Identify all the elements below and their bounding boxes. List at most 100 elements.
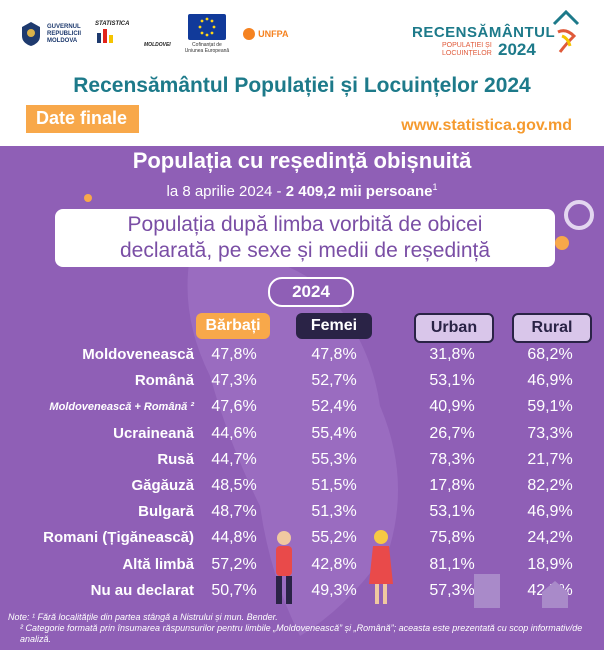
date-prefix: la 8 aprilie 2024 - [166, 183, 286, 200]
men-value: 47,6% [211, 398, 257, 416]
gov-logo: GUVERNUL REPUBLICII MOLDOVA [20, 21, 81, 47]
rural-house-icon [542, 581, 568, 608]
deco-dot-2 [555, 236, 569, 250]
women-value: 55,3% [311, 450, 357, 468]
unfpa-text: UNFPA [258, 29, 289, 39]
row-label: Română [134, 372, 194, 390]
coat-of-arms-icon [22, 22, 40, 46]
urban-value: 75,8% [429, 529, 475, 547]
census-logo: RECENSĂMÂNTUL POPULAȚIEI ȘI LOCUINȚELOR … [412, 10, 582, 64]
men-value: 47,3% [211, 372, 257, 390]
rural-value: 46,9% [527, 372, 573, 390]
census-logo-year: 2024 [498, 40, 536, 59]
rural-value: 46,9% [527, 503, 573, 521]
house-icon [552, 10, 580, 53]
women-value: 52,4% [311, 398, 357, 416]
woman-figure-icon [369, 530, 393, 604]
website-link[interactable]: www.statistica.gov.md [401, 117, 572, 134]
col-header-men: Bărbați [196, 313, 270, 339]
gov-line-1: GUVERNUL [47, 23, 81, 30]
subtitle-line-1: Populația după limba vorbită de obicei [127, 213, 483, 236]
urban-value: 53,1% [429, 503, 475, 521]
statistica-logo: STATISTICA MOLDOVEI [95, 21, 171, 48]
population-value: 2 409,2 mii persoane [285, 183, 433, 200]
row-label: Găgăuză [131, 477, 194, 494]
eu-logo: Cofinanțat de Uniunea Europeană [185, 14, 229, 54]
urban-value: 53,1% [429, 372, 475, 390]
man-figure-icon [276, 531, 292, 604]
col-header-women: Femei [296, 313, 372, 339]
urban-value: 17,8% [429, 477, 475, 494]
eu-flag-icon [187, 14, 226, 40]
unfpa-icon [243, 28, 256, 40]
urban-value: 57,3% [429, 581, 475, 599]
gov-line-3: MOLDOVA [47, 37, 78, 44]
table-row: Română 47,3% 52,7% 53,1% 46,9% [0, 369, 604, 393]
statistica-text: STATISTICA [95, 20, 130, 27]
building-icon [474, 574, 500, 608]
bars-icon [97, 28, 114, 43]
footnote-mark: 1 [432, 182, 438, 192]
men-value: 50,7% [211, 581, 257, 599]
row-label: Romani (Țigănească) [43, 529, 194, 547]
table-row: Rusă 44,7% 55,3% 78,3% 21,7% [0, 448, 604, 472]
women-value: 52,7% [311, 372, 357, 390]
men-value: 47,8% [211, 346, 257, 363]
year-pill: 2024 [268, 277, 354, 307]
men-value: 57,2% [211, 555, 257, 573]
men-value: 44,6% [211, 424, 257, 442]
women-value: 42,8% [311, 555, 357, 573]
footnote-1: Note: ¹ Fără localitățile din partea stâ… [8, 612, 278, 622]
rural-value: 21,7% [527, 450, 573, 468]
unfpa-logo: UNFPA [243, 28, 289, 40]
deco-ring [564, 200, 594, 230]
women-value: 51,5% [311, 477, 357, 494]
eu-caption: Cofinanțat de Uniunea Europeană [184, 42, 230, 54]
table-row: Moldovenească 47,8% 47,8% 31,8% 68,2% [0, 343, 604, 367]
row-label: Nu au declarat [90, 581, 194, 599]
men-value: 48,7% [211, 503, 257, 521]
men-value: 48,5% [211, 477, 257, 494]
census-logo-subtitle: POPULAȚIEI ȘI LOCUINȚELOR [442, 42, 492, 57]
section-heading: Populația cu reședință obișnuită [132, 148, 472, 173]
rural-value: 82,2% [527, 477, 573, 494]
table-row: Ucraineană 44,6% 55,4% 26,7% 73,3% [0, 422, 604, 446]
col-header-rural: Rural [512, 313, 592, 343]
census-logo-title: RECENSĂMÂNTUL [412, 24, 556, 41]
subtitle-box: Populația după limba vorbită de obicei d… [55, 209, 555, 267]
table-row: Găgăuză 48,5% 51,5% 17,8% 82,2% [0, 474, 604, 498]
row-label: Rusă [157, 450, 194, 468]
deco-dot [84, 194, 92, 202]
table-row: Altă limbă 57,2% 42,8% 81,1% 18,9% [0, 553, 604, 577]
row-label: Ucraineană [113, 424, 194, 442]
moldovei-text: MOLDOVEI [144, 41, 171, 48]
gov-line-2: REPUBLICII [47, 30, 82, 37]
footnote-2: ² Categorie formată prin însumarea răspu… [20, 623, 583, 644]
urban-value: 40,9% [429, 398, 475, 416]
men-value: 44,7% [211, 450, 257, 468]
urban-value: 81,1% [429, 555, 475, 573]
women-value: 55,4% [311, 424, 357, 442]
partner-logos: GUVERNUL REPUBLICII MOLDOVA STATISTICA M… [20, 14, 289, 54]
urban-value: 78,3% [429, 450, 475, 468]
urban-value: 31,8% [429, 346, 475, 363]
men-value: 44,8% [211, 529, 257, 547]
col-header-urban: Urban [414, 313, 494, 343]
header-area: GUVERNUL REPUBLICII MOLDOVA STATISTICA M… [0, 0, 604, 146]
table-row: Bulgară 48,7% 51,3% 53,1% 46,9% [0, 500, 604, 524]
section-date: la 8 aprilie 2024 - 2 409,2 mii persoane… [0, 182, 604, 200]
table-row: Romani (Țigănească) 44,8% 55,2% 75,8% 24,2% [0, 526, 604, 550]
rural-value: 59,1% [527, 398, 573, 416]
row-label: Altă limbă [122, 555, 194, 573]
final-data-badge: Date finale [26, 105, 140, 133]
women-value: 51,3% [311, 503, 357, 521]
women-value: 49,3% [311, 581, 357, 599]
map-silhouette-icon [187, 254, 398, 636]
row-label: Moldovenească [82, 346, 194, 363]
urban-value: 26,7% [429, 424, 475, 442]
rural-value: 24,2% [527, 529, 573, 547]
table-row: Moldovenească + Română ² 47,6% 52,4% 40,9% 5… [0, 395, 604, 419]
row-label: Bulgară [138, 503, 194, 521]
footnotes: Note: ¹ Fără localitățile din partea stâ… [8, 612, 598, 645]
women-value: 55,2% [311, 529, 357, 547]
